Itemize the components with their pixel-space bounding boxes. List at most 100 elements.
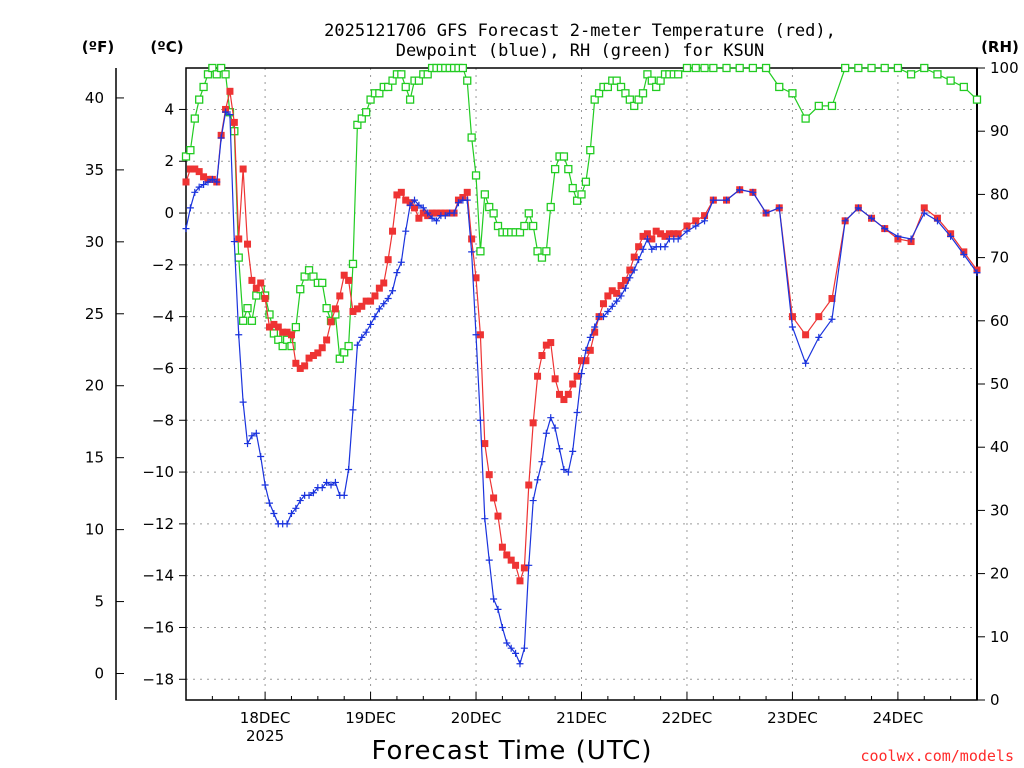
dewpoint-point [635, 256, 643, 264]
dewpoint-point [261, 481, 269, 489]
dewpoint-point [389, 287, 397, 295]
rh-point [282, 335, 292, 344]
dewpoint-point [775, 204, 783, 212]
dewpoint-point [920, 209, 928, 217]
dewpoint-point [788, 323, 796, 331]
rh-point [652, 82, 661, 92]
rh-point [893, 63, 903, 73]
dewpoint-point [894, 232, 902, 240]
rh-series [181, 63, 982, 363]
rh-point [841, 63, 850, 73]
temperature-point [327, 318, 335, 326]
dewpoint-point [340, 491, 348, 499]
dewpoint-point [617, 292, 625, 300]
dewpoint-point [476, 416, 484, 424]
rh-tick-label: 30 [990, 501, 1009, 519]
dewpoint-point [432, 217, 440, 225]
rh-point [476, 247, 485, 256]
temperature-point [248, 276, 256, 284]
rh-point [946, 76, 955, 85]
temperature-point [692, 217, 700, 225]
temperature-point [362, 297, 370, 305]
rh-point [401, 82, 410, 92]
temperature-point [604, 292, 612, 300]
rh-point [195, 95, 204, 104]
rh-point [625, 95, 634, 104]
rh-tick-label: 10 [990, 628, 1009, 646]
dewpoint-point [380, 300, 388, 308]
temperature-point [472, 274, 480, 282]
fahrenheit-tick-label: 0 [94, 665, 104, 683]
dewpoint-point [573, 408, 581, 416]
dewpoint-point [318, 484, 326, 492]
dewpoint-point [538, 458, 546, 466]
dewpoint-point [384, 295, 392, 303]
dewpoint-point [683, 227, 691, 235]
dewpoint-point [749, 188, 757, 196]
rh-tick-label: 70 [990, 249, 1009, 267]
rh-point [340, 348, 349, 357]
rh-point [199, 82, 208, 92]
dewpoint-point [230, 238, 238, 246]
rh-point [234, 253, 243, 262]
rh-point [296, 285, 305, 294]
rh-point [348, 259, 358, 269]
dewpoint-point [564, 468, 572, 476]
temperature-point [257, 279, 265, 287]
x-tick-label: 19DEC [345, 709, 396, 727]
temperature-point [283, 328, 291, 336]
temperature-point [239, 165, 247, 173]
dewpoint-point [287, 510, 295, 518]
fahrenheit-tick-label: 5 [94, 593, 104, 611]
rh-point [722, 63, 731, 73]
rh-point [489, 209, 498, 218]
temperature-point [564, 390, 572, 398]
dewpoint-point [815, 333, 823, 341]
temperature-point [419, 209, 427, 217]
dewpoint-point [182, 225, 190, 233]
temperature-point [314, 349, 322, 357]
rh-point [318, 278, 327, 288]
rh-point [972, 95, 982, 104]
dewpoint-point [309, 489, 317, 497]
temperature-point [296, 364, 304, 372]
rh-point [643, 70, 652, 79]
dewpoint-point [191, 188, 199, 196]
x-tick-sublabel: 2025 [246, 727, 284, 745]
celsius-tick-label: −16 [142, 618, 174, 636]
celsius-tick-label: −4 [152, 308, 174, 326]
temperature-line [185, 91, 978, 583]
rh-point [238, 316, 248, 325]
rh-tick-label: 100 [990, 59, 1019, 77]
temperature-point [573, 372, 581, 380]
temperature-point [349, 307, 357, 315]
fahrenheit-tick-label: 20 [85, 377, 104, 395]
temperature-point [630, 253, 638, 261]
dewpoint-point [283, 520, 291, 528]
rh-point [388, 76, 397, 85]
temperature-point [582, 357, 590, 365]
temperature-point [485, 471, 493, 479]
dewpoint-point [639, 245, 647, 253]
dewpoint-point [613, 297, 621, 305]
temperature-point [182, 178, 190, 186]
temperature-point [318, 344, 326, 352]
temperature-point [375, 284, 383, 292]
rh-point [524, 209, 533, 218]
rh-point [186, 146, 195, 155]
fahrenheit-unit-label: (ºF) [82, 38, 114, 56]
dewpoint-point [947, 232, 955, 240]
celsius-tick-label: 2 [164, 152, 174, 170]
dewpoint-point [542, 429, 550, 437]
dewpoint-point [362, 328, 370, 336]
x-axis-title: Forecast Time (UTC) [371, 736, 652, 766]
dewpoint-point [692, 222, 700, 230]
temperature-point [490, 494, 498, 502]
temperature-point [411, 204, 419, 212]
temperature-point [358, 302, 366, 310]
rh-point [397, 70, 406, 79]
dewpoint-point [973, 269, 981, 277]
rh-point [906, 70, 916, 79]
rh-point [761, 63, 771, 73]
temperature-point [683, 222, 691, 230]
